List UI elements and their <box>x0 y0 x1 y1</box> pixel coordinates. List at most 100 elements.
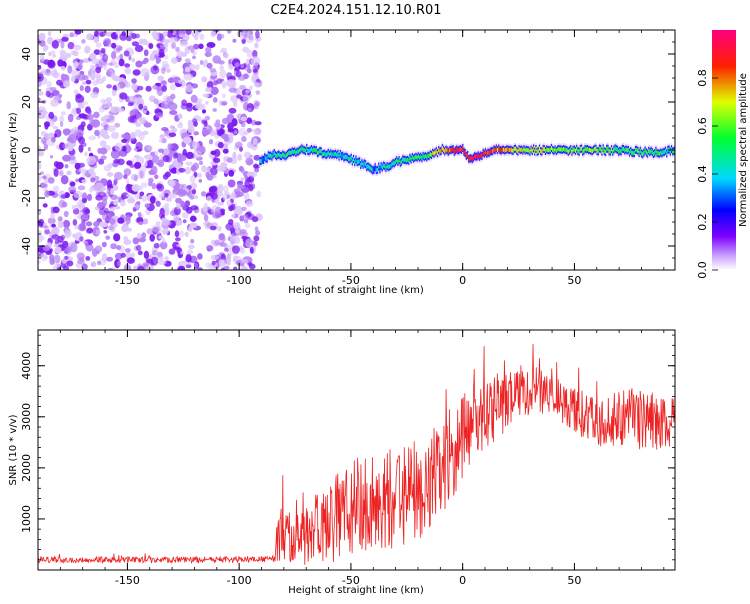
spectrogram-noise-blob <box>220 162 228 168</box>
spectrogram-noise-blob <box>84 85 91 94</box>
spectrogram-noise-blob <box>85 256 91 261</box>
spectrogram-noise-blob <box>87 113 94 121</box>
spectrogram-core <box>434 150 436 155</box>
spectrogram-noise-blob <box>241 30 250 37</box>
spectrogram-core <box>586 147 589 151</box>
spectrogram-noise-blob <box>190 182 198 190</box>
spectrogram-core <box>478 154 481 159</box>
spectrogram-noise-blob <box>248 143 255 149</box>
spectrogram-noise-blob <box>228 87 237 93</box>
spectrogram-core <box>433 151 435 156</box>
spectrogram-core <box>327 150 330 155</box>
spectrogram-noise-blob <box>92 80 99 86</box>
spectrogram-noise-blob <box>124 248 131 253</box>
spectrogram-noise-blob <box>134 118 138 124</box>
x-tick-label: 0 <box>459 574 466 587</box>
spectrogram-core <box>374 165 376 170</box>
spectrogram-core <box>382 163 385 168</box>
spectrogram-noise-blob <box>175 237 181 242</box>
spectrogram-noise-blob <box>111 131 120 140</box>
spectrogram-noise-blob <box>250 56 261 66</box>
spectrogram-noise-blob <box>53 72 60 79</box>
spectrogram-core <box>582 149 584 154</box>
spectrogram-noise-blob <box>77 73 86 81</box>
spectrogram-noise-blob <box>245 238 254 248</box>
spectrogram-core <box>620 149 622 154</box>
spectrogram-core <box>579 146 582 151</box>
spectrogram-noise-blob <box>141 195 148 202</box>
spectrogram-noise-blob <box>66 170 72 176</box>
spectrogram-noise-blob <box>138 195 143 200</box>
spectrogram-noise-blob <box>217 141 224 149</box>
spectrogram-noise-blob <box>102 134 110 140</box>
spectrogram-core <box>273 151 276 156</box>
spectrogram-core <box>426 155 428 160</box>
spectrogram-core <box>410 157 412 162</box>
spectrogram-noise-blob <box>136 244 142 252</box>
spectrogram-noise-blob <box>244 66 251 71</box>
colorbar-ticks: 0.0 0.2 0.4 0.6 0.8 <box>696 69 718 279</box>
spectrogram-core <box>501 147 504 152</box>
spectrogram-noise-blob <box>243 218 249 224</box>
spectrogram-noise-blob <box>61 74 70 83</box>
spectrogram-core <box>306 146 308 151</box>
spectrogram-noise-blob <box>185 264 192 269</box>
spectrogram-noise-blob <box>242 96 249 102</box>
spectrogram-noise-blob <box>133 174 139 182</box>
spectrogram-core <box>279 153 282 158</box>
spectrogram-noise-blob <box>124 63 131 68</box>
spectrogram-noise-blob <box>150 256 159 266</box>
spectrogram-noise-blob <box>196 63 200 70</box>
spectrogram-noise-blob <box>82 207 90 215</box>
spectrogram-noise-blob <box>58 99 62 104</box>
spectrogram-noise-blob <box>188 244 195 250</box>
spectrogram-noise-blob <box>224 52 229 59</box>
spectrogram-core <box>604 149 607 154</box>
spectrogram-noise-blob <box>172 30 177 36</box>
spectrogram-core <box>488 150 490 155</box>
spectrogram-noise-blob <box>220 80 228 87</box>
spectrogram-core <box>480 153 482 158</box>
x-tick-label: -50 <box>342 574 360 587</box>
x-tick-label: -150 <box>115 274 140 287</box>
spectrogram-core <box>321 152 324 157</box>
spectrogram-core <box>264 155 266 160</box>
spectrogram-noise-blob <box>74 162 81 170</box>
spectrogram-noise-blob <box>98 105 106 113</box>
spectrogram-core <box>588 148 590 153</box>
spectrogram-noise-blob <box>177 113 183 119</box>
spectrogram-core <box>580 146 583 151</box>
spectrogram-noise-blob <box>192 118 198 124</box>
spectrogram-noise-blob <box>39 54 45 61</box>
spectrogram-noise-blob <box>190 164 197 172</box>
spectrogram-noise-blob <box>219 69 227 79</box>
spectrogram-noise-blob <box>135 60 143 68</box>
spectrogram-core <box>318 150 320 155</box>
spectrogram-noise-blob <box>240 258 249 264</box>
spectrogram-noise-blob <box>102 253 108 263</box>
spectrogram-core <box>567 149 570 154</box>
spectrogram-core <box>624 148 626 153</box>
spectrogram-core <box>658 151 661 156</box>
spectrogram-core <box>562 147 565 151</box>
figure-title: C2E4.2024.151.12.10.R01 <box>270 3 441 18</box>
spectrogram-noise-blob <box>43 222 47 226</box>
spectrogram-core <box>475 154 477 159</box>
spectrogram-noise-region <box>38 30 263 270</box>
spectrogram-core <box>578 149 580 154</box>
spectrogram-noise-blob <box>125 35 132 42</box>
spectrogram-noise-blob <box>103 38 111 47</box>
spectrogram-noise-blob <box>103 230 108 234</box>
spectrogram-noise-blob <box>224 247 229 252</box>
spectrogram-noise-blob <box>247 107 252 112</box>
spectrogram-noise-blob <box>216 78 223 85</box>
spectrogram-noise-blob <box>224 191 230 196</box>
spectrogram-noise-blob <box>162 230 166 235</box>
spectrogram-core <box>270 153 272 158</box>
spectrogram-noise-blob <box>39 182 46 189</box>
spectrogram-core <box>547 148 549 152</box>
spectrogram-noise-blob <box>147 159 154 169</box>
spectrogram-core <box>584 146 586 151</box>
spectrogram-noise-blob <box>52 185 60 193</box>
spectrogram-noise-blob <box>206 245 214 252</box>
